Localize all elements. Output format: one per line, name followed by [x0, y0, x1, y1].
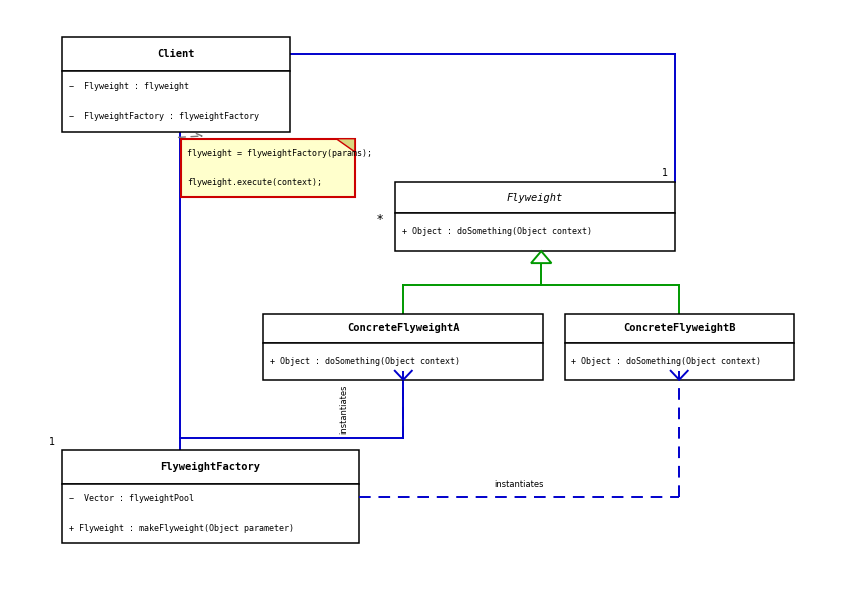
- Text: flyweight.execute(context);: flyweight.execute(context);: [187, 178, 322, 187]
- Text: instantiates: instantiates: [494, 480, 544, 489]
- Text: + Object : doSomething(Object context): + Object : doSomething(Object context): [270, 357, 460, 366]
- Polygon shape: [531, 251, 551, 263]
- Text: 1: 1: [662, 167, 668, 178]
- Bar: [62, 71, 290, 132]
- Text: ConcreteFlyweightB: ConcreteFlyweightB: [623, 324, 735, 334]
- Bar: [181, 139, 355, 197]
- Text: *: *: [376, 213, 383, 226]
- Bar: [263, 343, 543, 380]
- Text: instantiates: instantiates: [340, 385, 348, 434]
- Text: ConcreteFlyweightA: ConcreteFlyweightA: [347, 324, 459, 334]
- Text: + Object : doSomething(Object context): + Object : doSomething(Object context): [402, 227, 592, 236]
- Bar: [565, 343, 794, 380]
- Bar: [395, 182, 675, 213]
- Bar: [62, 37, 290, 71]
- Text: + Object : doSomething(Object context): + Object : doSomething(Object context): [571, 357, 762, 366]
- Polygon shape: [336, 139, 355, 152]
- Text: flyweight = flyweightFactory(params);: flyweight = flyweightFactory(params);: [187, 149, 372, 158]
- Bar: [62, 450, 359, 484]
- Text: 1: 1: [49, 437, 55, 447]
- Text: + Flyweight : makeFlyweight(Object parameter): + Flyweight : makeFlyweight(Object param…: [69, 524, 294, 533]
- Bar: [62, 484, 359, 543]
- Text: −  FlyweightFactory : flyweightFactory: − FlyweightFactory : flyweightFactory: [69, 112, 259, 121]
- Text: Client: Client: [157, 49, 194, 59]
- Bar: [263, 314, 543, 343]
- Bar: [565, 314, 794, 343]
- Text: −  Flyweight : flyweight: − Flyweight : flyweight: [69, 82, 188, 91]
- Text: −  Vector : flyweightPool: − Vector : flyweightPool: [69, 494, 194, 503]
- Bar: [395, 213, 675, 251]
- Text: FlyweightFactory: FlyweightFactory: [160, 462, 261, 472]
- Text: Flyweight: Flyweight: [507, 193, 563, 203]
